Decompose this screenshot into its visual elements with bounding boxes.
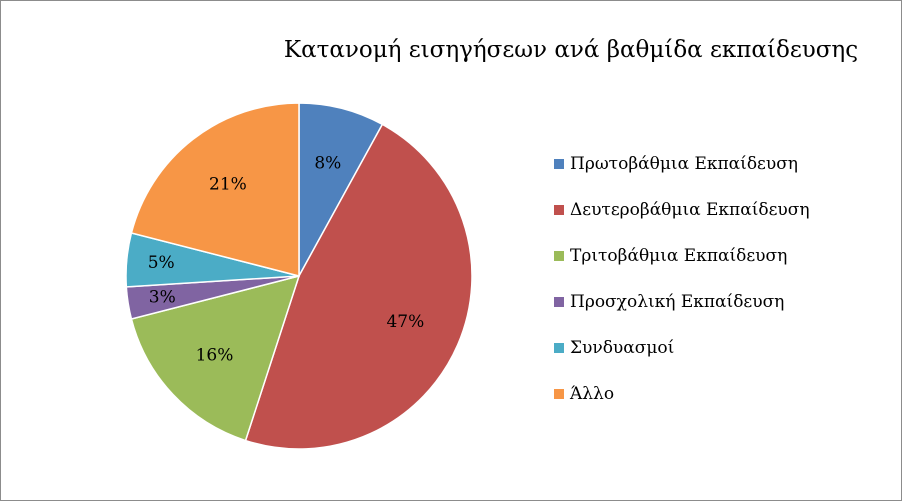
slice-data-label: 3% bbox=[149, 288, 176, 308]
slice-data-label: 21% bbox=[209, 174, 247, 194]
slice-data-label: 8% bbox=[314, 154, 341, 174]
legend-item: Τριτοβάθμια Εκπαίδευση bbox=[554, 233, 894, 279]
slice-data-label: 16% bbox=[196, 345, 234, 365]
pie-slice bbox=[244, 123, 473, 450]
pie-slice bbox=[130, 102, 300, 277]
slice-data-label: 47% bbox=[386, 312, 424, 332]
legend-swatch bbox=[554, 297, 564, 307]
legend-label: Δευτεροβάθμια Εκπαίδευση bbox=[570, 200, 810, 220]
legend-swatch bbox=[554, 343, 564, 353]
legend-label: Προσχολική Εκπαίδευση bbox=[570, 292, 785, 312]
pie-slice bbox=[130, 274, 301, 442]
legend-label: Άλλο bbox=[570, 384, 615, 404]
legend-item: Πρωτοβάθμια Εκπαίδευση bbox=[554, 141, 894, 187]
legend-item: Άλλο bbox=[554, 371, 894, 417]
legend-swatch bbox=[554, 389, 564, 399]
slice-data-label: 5% bbox=[148, 253, 175, 273]
legend-item: Συνδυασμοί bbox=[554, 325, 894, 371]
legend-swatch bbox=[554, 251, 564, 261]
legend-label: Πρωτοβάθμια Εκπαίδευση bbox=[570, 154, 798, 174]
legend-item: Προσχολική Εκπαίδευση bbox=[554, 279, 894, 325]
chart-title: Κατανομή εισηγήσεων ανά βαθμίδα εκπαίδευ… bbox=[283, 37, 859, 63]
legend-item: Δευτεροβάθμια Εκπαίδευση bbox=[554, 187, 894, 233]
legend-label: Τριτοβάθμια Εκπαίδευση bbox=[570, 246, 788, 266]
legend-swatch bbox=[554, 159, 564, 169]
legend-swatch bbox=[554, 205, 564, 215]
legend-label: Συνδυασμοί bbox=[570, 338, 675, 358]
legend: Πρωτοβάθμια Εκπαίδευση Δευτεροβάθμια Εκπα… bbox=[554, 141, 894, 417]
